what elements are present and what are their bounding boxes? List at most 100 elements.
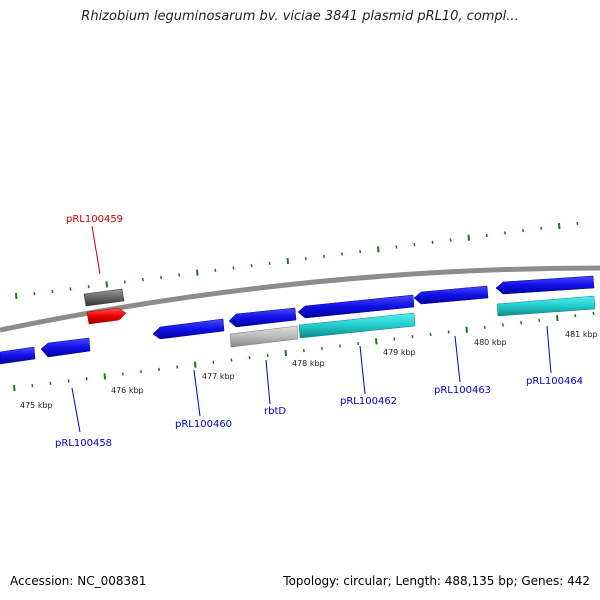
tick-mark <box>15 292 18 300</box>
tick-mark <box>449 238 452 242</box>
tick-mark <box>286 257 289 265</box>
map-title: Rhizobium leguminosarum bv. viciae 3841 … <box>81 9 519 24</box>
tick-mark <box>87 285 90 289</box>
tick-mark <box>339 344 342 348</box>
tick-mark <box>105 281 108 288</box>
tick-mark <box>250 264 253 268</box>
tick-mark <box>357 342 360 346</box>
tick-mark <box>178 273 181 277</box>
tick-mark <box>230 358 233 362</box>
gene-pRL100459[interactable] <box>86 307 127 325</box>
tick-mark <box>411 335 414 339</box>
tick-mark <box>483 325 486 329</box>
tick-mark <box>574 314 577 318</box>
tick-mark <box>467 234 470 241</box>
gene-rbtD[interactable] <box>229 325 299 348</box>
tick-mark <box>232 266 235 270</box>
tick-mark <box>395 245 398 249</box>
gene-pRL100462-blue[interactable] <box>297 294 415 319</box>
gene-label-pRL100458: pRL100458 <box>55 438 112 449</box>
scale-label: 477 kbp <box>202 372 235 381</box>
tick-mark <box>522 229 525 233</box>
tick-mark <box>160 275 163 279</box>
tick-mark <box>341 252 344 256</box>
tick-mark <box>520 321 523 325</box>
scale-label: 480 kbp <box>474 338 507 347</box>
gene-label-pRL100460: pRL100460 <box>175 419 232 430</box>
tick-mark <box>447 330 450 334</box>
tick-mark <box>67 379 70 383</box>
gene-label-pRL100459: pRL100459 <box>66 214 123 225</box>
tick-mark <box>212 360 215 364</box>
scale-label: 481 kbp <box>565 330 598 339</box>
tick-mark <box>322 254 325 258</box>
tick-mark <box>85 377 88 381</box>
scale-label: 476 kbp <box>111 386 144 395</box>
gene-pRL100463[interactable] <box>413 285 489 305</box>
tick-mark <box>196 269 199 276</box>
tick-mark <box>465 326 468 333</box>
tick-mark <box>49 381 52 385</box>
gene-rbtD-blue[interactable] <box>228 307 297 328</box>
tick-mark <box>248 356 251 360</box>
tick-mark <box>51 289 54 293</box>
tick-mark <box>194 361 197 368</box>
scale-label: 478 kbp <box>292 359 325 368</box>
tick-mark <box>558 222 561 230</box>
scale-label: 475 kbp <box>20 401 53 410</box>
tick-mark <box>576 222 579 226</box>
tick-mark <box>31 384 34 388</box>
tick-mark <box>538 318 541 322</box>
tick-mark <box>158 367 161 371</box>
tick-mark <box>501 323 504 327</box>
tick-mark <box>503 231 506 235</box>
tick-mark <box>103 373 106 380</box>
upper-tick-marks <box>15 222 579 300</box>
gene-pRL100464[interactable] <box>496 295 596 317</box>
tick-mark <box>429 332 432 336</box>
tick-mark <box>556 314 559 322</box>
tick-mark <box>268 261 271 265</box>
gene-pRL100458[interactable] <box>40 337 91 358</box>
tick-mark <box>284 349 287 357</box>
scale-labels: 475 kbp 476 kbp 477 kbp 478 kbp 479 kbp … <box>20 330 598 410</box>
lower-tick-marks <box>13 311 595 392</box>
gene-label-group: pRL100459 pRL100458 pRL100460 rbtD pRL10… <box>55 214 583 449</box>
topology-text: Topology: circular; Length: 488,135 bp; … <box>283 574 590 588</box>
tick-mark <box>139 370 142 374</box>
gene-pRL100459-gray[interactable] <box>83 288 125 307</box>
gene-label-rbtD: rbtD <box>264 406 286 417</box>
tick-mark <box>320 346 323 350</box>
tick-mark <box>123 280 126 284</box>
accession-text: Accession: NC_008381 <box>10 574 147 588</box>
gene-label-pRL100464: pRL100464 <box>526 376 583 387</box>
tick-mark <box>431 240 434 244</box>
tick-mark <box>413 243 416 247</box>
gene-pRL100464-blue[interactable] <box>495 275 595 295</box>
tick-mark <box>141 278 144 282</box>
tick-mark <box>485 233 488 237</box>
tick-mark <box>375 338 378 345</box>
tick-mark <box>176 365 179 369</box>
tick-mark <box>393 337 396 341</box>
tick-mark <box>304 257 307 261</box>
gene-label-pRL100463: pRL100463 <box>434 385 491 396</box>
tick-mark <box>69 287 72 291</box>
gene-pRL100458-left[interactable] <box>0 346 36 365</box>
tick-mark <box>266 353 269 357</box>
tick-mark <box>377 246 380 253</box>
tick-mark <box>214 268 217 272</box>
gene-pRL100460[interactable] <box>152 318 225 340</box>
backbone-arc <box>0 265 600 333</box>
tick-mark <box>302 349 305 353</box>
tick-mark <box>13 384 16 392</box>
gene-pRL100462[interactable] <box>298 312 416 339</box>
tick-mark <box>33 292 36 296</box>
tick-mark <box>359 250 362 254</box>
scale-label: 479 kbp <box>383 348 416 357</box>
tick-mark <box>540 226 543 230</box>
tick-mark <box>592 311 595 315</box>
tick-mark <box>121 372 124 376</box>
gene-label-pRL100462: pRL100462 <box>340 396 397 407</box>
